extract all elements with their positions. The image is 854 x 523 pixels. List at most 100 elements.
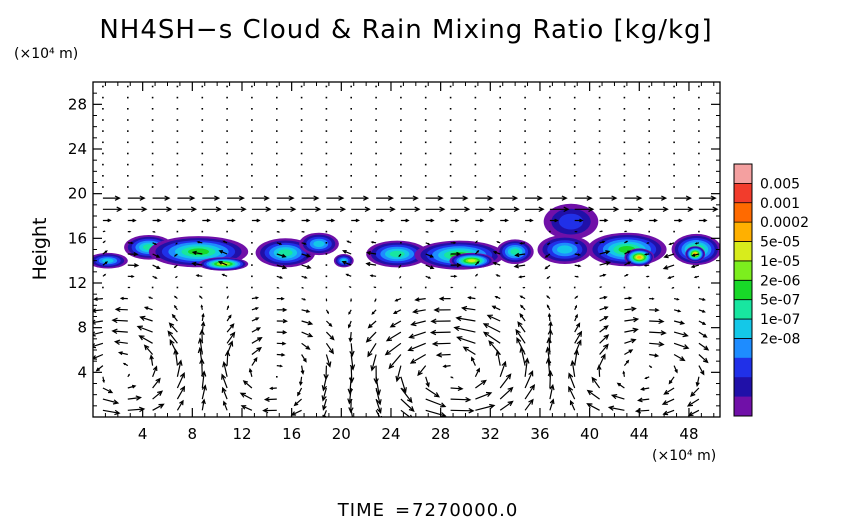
wind-vector-640 — [474, 130, 477, 132]
wind-vector-585 — [350, 152, 352, 155]
wind-vector-37 — [400, 398, 415, 412]
wind-vector-422 — [648, 230, 650, 233]
wind-vector-174 — [698, 342, 710, 351]
wind-vector-317 — [518, 275, 526, 279]
wind-vector-450 — [102, 206, 123, 213]
wind-vector-492 — [525, 195, 543, 201]
wind-vector-642 — [524, 130, 526, 132]
wind-vector-416 — [499, 230, 501, 233]
wind-vector-137 — [388, 354, 402, 370]
wind-vector-609 — [325, 141, 328, 144]
wind-vector-227 — [143, 306, 153, 311]
cloud-patch-2-level-6 — [188, 248, 209, 255]
wind-vector-359 — [325, 253, 328, 255]
wind-vector-485 — [351, 195, 370, 201]
wind-vector-486 — [376, 195, 394, 201]
wind-vector-365 — [474, 250, 480, 255]
cloud-patch-14-level-9 — [637, 255, 642, 259]
wind-vector-337 — [398, 264, 402, 269]
wind-vector-364 — [450, 251, 462, 257]
wind-vector-460 — [351, 206, 371, 213]
wind-vector-67 — [524, 370, 534, 389]
wind-vector-305 — [221, 273, 228, 277]
wind-vector-210 — [347, 320, 352, 329]
wind-vector-111 — [373, 365, 379, 385]
wind-vector-307 — [276, 275, 284, 279]
wind-vector-588 — [424, 152, 427, 155]
wind-vector-415 — [475, 230, 479, 233]
wind-vector-209 — [325, 320, 333, 327]
wind-vector-691 — [499, 108, 501, 110]
wind-vector-297 — [648, 286, 650, 289]
wind-vector-465 — [475, 206, 496, 213]
wind-vector-100 — [95, 365, 104, 372]
wind-vector-225 — [93, 308, 103, 313]
wind-vector-292 — [522, 286, 526, 289]
wind-vector-147 — [649, 353, 660, 358]
wind-vector-688 — [424, 108, 427, 110]
wind-vector-635 — [350, 130, 352, 132]
wind-vector-108 — [300, 365, 305, 375]
wind-vector-445 — [599, 218, 609, 223]
wind-vector-65 — [475, 379, 487, 389]
wind-vector-234 — [325, 309, 329, 315]
wind-vector-680 — [226, 108, 228, 110]
wind-vector-407 — [276, 231, 281, 233]
wind-vector-614 — [449, 141, 452, 144]
wind-vector-242 — [519, 304, 526, 311]
wind-vector-368 — [544, 253, 551, 258]
wind-vector-266 — [494, 296, 501, 300]
wind-vector-704 — [201, 96, 204, 99]
wind-vector-36 — [375, 398, 382, 415]
wind-vector-458 — [301, 206, 322, 213]
wind-vector-683 — [300, 108, 303, 110]
cloud-patch-10-level-5 — [510, 248, 520, 255]
wind-vector-247 — [649, 307, 660, 313]
wind-vector-34 — [322, 398, 327, 411]
wind-vector-159 — [325, 342, 334, 355]
wind-vector-400 — [102, 230, 106, 233]
wind-vector-294 — [573, 286, 576, 289]
wind-vector-557 — [276, 163, 278, 166]
wind-vector-721 — [623, 96, 626, 99]
wind-vector-206 — [251, 317, 260, 322]
wind-vector-191 — [482, 323, 501, 333]
wind-vector-647 — [648, 130, 650, 132]
wind-vector-295 — [599, 286, 603, 289]
wind-vector-553 — [176, 163, 179, 166]
wind-vector-5 — [222, 400, 228, 411]
wind-vector-156 — [251, 336, 263, 344]
y-tick-label-1: 8 — [77, 319, 87, 337]
colorbar-swatch-8 — [734, 319, 752, 339]
wind-vector-535 — [350, 175, 352, 177]
wind-vector-720 — [598, 96, 601, 99]
wind-vector-610 — [350, 141, 352, 144]
wind-vector-355 — [218, 250, 228, 255]
wind-vector-527 — [151, 175, 154, 177]
wind-vector-739 — [449, 85, 452, 88]
wind-vector-47 — [637, 397, 650, 403]
wind-vector-74 — [690, 387, 700, 397]
wind-vector-678 — [176, 108, 179, 110]
wind-vector-656 — [251, 119, 253, 121]
wind-vector-419 — [574, 230, 578, 233]
wind-vector-41 — [499, 386, 514, 400]
wind-vector-471 — [624, 206, 645, 213]
wind-vector-575 — [102, 152, 104, 155]
wind-vector-408 — [301, 230, 306, 233]
wind-vector-276 — [127, 286, 131, 289]
wind-vector-436 — [376, 218, 385, 223]
wind-vector-639 — [449, 130, 452, 132]
wind-vector-500 — [102, 186, 104, 188]
wind-vector-449 — [698, 218, 708, 223]
wind-vector-202 — [139, 315, 153, 322]
wind-vector-587 — [400, 152, 402, 155]
wind-vector-99 — [695, 376, 700, 387]
wind-vector-690 — [474, 108, 477, 110]
y-tick-label-3: 16 — [68, 229, 87, 247]
time-label: TIME — [337, 500, 385, 519]
y-axis-label: Height — [29, 218, 51, 281]
wind-vector-547 — [648, 175, 650, 177]
wind-vector-21 — [607, 405, 625, 411]
wind-vector-75 — [102, 376, 105, 384]
